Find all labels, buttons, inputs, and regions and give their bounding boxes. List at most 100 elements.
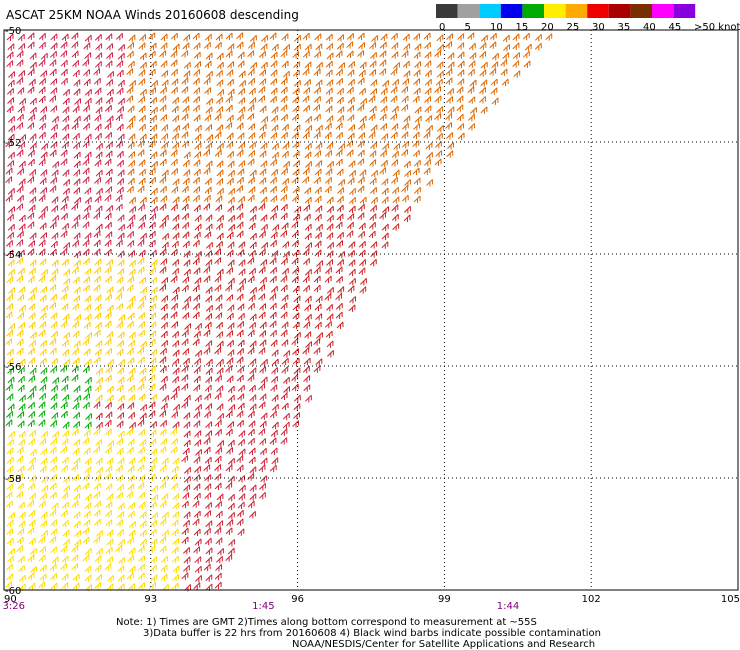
wind-barb	[269, 32, 277, 40]
wind-barb	[358, 69, 366, 78]
wind-barb	[194, 214, 202, 222]
wind-barb	[480, 34, 488, 43]
wind-barb	[258, 248, 266, 257]
wind-barb	[326, 52, 334, 60]
wind-barb	[159, 149, 167, 157]
wind-barb	[6, 213, 14, 222]
wind-barb	[380, 123, 388, 131]
wind-barb	[127, 357, 135, 365]
wind-barb	[51, 232, 59, 240]
wind-barb	[336, 168, 344, 176]
wind-barb	[138, 96, 145, 104]
wind-barb	[337, 187, 344, 195]
wind-barb	[249, 214, 257, 222]
wind-barb	[193, 330, 201, 339]
wind-barb	[291, 113, 299, 122]
wind-barb	[49, 185, 57, 193]
wind-barb	[138, 375, 146, 384]
wind-barb	[181, 365, 189, 373]
wind-barb	[63, 485, 70, 493]
wind-barb	[126, 347, 134, 356]
wind-barb	[280, 113, 288, 122]
wind-barb	[73, 169, 81, 177]
wind-barb	[214, 41, 222, 50]
wind-barb	[18, 322, 25, 330]
wind-barb	[137, 149, 145, 157]
wind-barb	[456, 113, 464, 122]
wind-barb	[194, 151, 202, 159]
wind-barb	[181, 284, 189, 293]
wind-barb	[50, 105, 58, 113]
wind-barb	[292, 186, 300, 194]
wind-barb	[182, 96, 190, 104]
wind-barb	[359, 196, 367, 205]
wind-barb	[159, 365, 167, 374]
wind-barb	[160, 33, 168, 41]
wind-barb	[236, 410, 244, 418]
wind-barb	[93, 491, 101, 499]
wind-barb	[27, 86, 35, 94]
wind-barb	[215, 96, 223, 105]
wind-barb	[93, 329, 101, 337]
wind-barb	[182, 447, 190, 456]
wind-barb	[205, 223, 213, 231]
wind-barb	[17, 141, 25, 150]
wind-barb	[161, 232, 169, 241]
wind-barb	[38, 419, 46, 427]
wind-barb	[227, 493, 235, 502]
wind-barb	[304, 331, 312, 339]
wind-barb	[194, 430, 202, 438]
wind-barb	[228, 224, 235, 232]
wind-barb	[116, 348, 124, 356]
wind-barb	[73, 286, 81, 294]
wind-barb	[302, 275, 310, 283]
wind-barb	[205, 556, 213, 564]
wind-barb	[28, 519, 36, 527]
wind-barb	[5, 491, 13, 499]
wind-barb	[247, 428, 255, 437]
wind-barb	[126, 284, 134, 292]
wind-barb	[139, 520, 147, 528]
wind-barb	[126, 86, 134, 94]
wind-barb	[126, 95, 134, 103]
wind-barb	[62, 538, 70, 547]
wind-barb	[115, 239, 123, 248]
wind-barb	[326, 250, 334, 258]
wind-barb	[8, 287, 15, 295]
wind-barb	[71, 50, 79, 58]
wind-barb	[271, 358, 279, 367]
wind-barb	[326, 286, 334, 295]
wind-barb	[27, 158, 35, 167]
wind-barb	[247, 374, 255, 382]
wind-barb	[7, 43, 15, 51]
wind-barb	[205, 313, 213, 321]
wind-barb	[71, 545, 79, 553]
wind-barb	[49, 95, 57, 103]
wind-barb	[313, 86, 321, 95]
wind-barb	[128, 259, 136, 268]
wind-barb	[302, 248, 310, 256]
wind-barb	[161, 457, 169, 465]
wind-barb	[50, 393, 58, 401]
wind-barb	[73, 511, 81, 519]
wind-barb	[205, 259, 213, 267]
wind-barb	[159, 500, 167, 508]
wind-barb	[468, 96, 476, 104]
wind-barb	[304, 394, 312, 403]
wind-barb	[106, 556, 113, 564]
wind-barb	[63, 242, 70, 250]
wind-barb	[61, 555, 69, 564]
wind-barb	[172, 367, 180, 375]
longitude-labels: 90 93 96 99 102 105	[4, 594, 740, 605]
wind-barb	[348, 196, 356, 205]
wind-barb	[249, 340, 257, 348]
wind-barb	[105, 348, 112, 356]
wind-barb	[204, 537, 212, 546]
wind-barb	[293, 367, 301, 375]
wind-barb	[150, 106, 158, 115]
wind-barb	[38, 401, 46, 409]
wind-barb	[182, 159, 190, 168]
wind-barb	[27, 527, 35, 535]
wind-barb	[181, 500, 189, 509]
wind-barb	[258, 284, 266, 292]
